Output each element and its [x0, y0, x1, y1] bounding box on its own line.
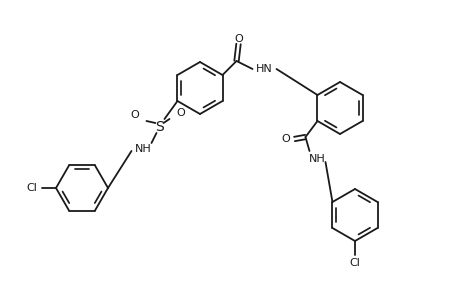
Text: NH: NH: [135, 144, 151, 154]
Text: HN: HN: [256, 64, 272, 74]
Text: Cl: Cl: [27, 183, 37, 193]
Text: O: O: [176, 108, 185, 118]
Text: S: S: [155, 120, 163, 134]
Text: O: O: [234, 34, 242, 44]
Text: Cl: Cl: [349, 258, 360, 268]
Text: NH: NH: [308, 154, 325, 164]
Text: O: O: [280, 134, 289, 144]
Text: O: O: [130, 110, 139, 120]
